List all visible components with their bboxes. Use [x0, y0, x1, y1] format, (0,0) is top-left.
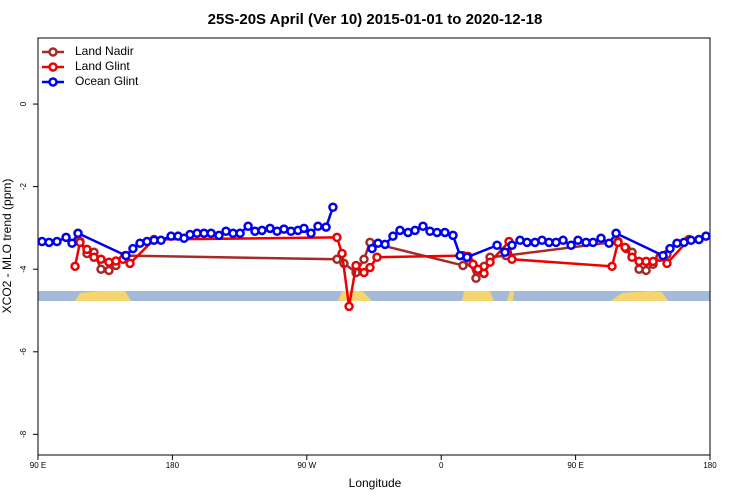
data-point [306, 228, 316, 239]
data-point [313, 221, 323, 232]
plot-frame [37, 37, 711, 456]
data-point [61, 232, 71, 243]
data-point [613, 237, 623, 248]
data-point [359, 254, 369, 265]
data-point [665, 243, 675, 254]
data-point [686, 235, 696, 246]
data-point [648, 256, 658, 267]
data-point [125, 258, 135, 269]
data-point [337, 248, 347, 259]
data-point [604, 238, 614, 248]
legend-label: Land Glint [75, 59, 130, 73]
data-point [67, 238, 77, 248]
data-point [299, 223, 309, 234]
y-tick-label: -4 [19, 265, 28, 273]
data-point [206, 228, 216, 239]
data-point [410, 225, 420, 236]
data-point [243, 221, 253, 232]
data-point [365, 262, 375, 273]
data-point [658, 250, 668, 261]
x-tick-label: 90 E [567, 461, 583, 470]
data-point [573, 235, 583, 246]
data-point [558, 235, 568, 246]
x-axis-label: Longitude [349, 476, 402, 490]
data-point [128, 243, 138, 254]
data-point [473, 264, 483, 274]
data-point [500, 247, 510, 258]
data-point [694, 234, 704, 245]
data-point [332, 254, 342, 265]
data-point [52, 236, 62, 247]
data-point [607, 261, 617, 272]
data-point [235, 228, 245, 239]
data-point [351, 260, 361, 271]
data-point [448, 230, 458, 241]
data-point [507, 240, 517, 251]
data-point [522, 237, 532, 248]
data-point [662, 258, 672, 269]
data-point [328, 202, 338, 213]
map-strip [38, 291, 710, 301]
x-tick-label: 180 [166, 461, 180, 470]
y-tick-label: 0 [19, 101, 28, 106]
data-point [627, 252, 637, 262]
legend-label: Ocean Glint [75, 74, 139, 88]
data-point [380, 239, 390, 250]
x-tick-label: 90 W [297, 461, 316, 470]
data-point [70, 261, 80, 272]
legend-marker [48, 62, 58, 72]
data-point [257, 225, 267, 236]
data-point [82, 244, 92, 255]
legend-marker [48, 47, 58, 57]
y-tick-label: -2 [19, 183, 28, 191]
data-point [418, 221, 428, 232]
data-point [440, 227, 450, 238]
data-point [75, 237, 85, 248]
data-point [485, 257, 495, 267]
x-tick-label: 180 [703, 461, 717, 470]
data-point [620, 242, 630, 253]
y-tick-label: -8 [19, 430, 28, 438]
data-point [458, 260, 468, 271]
data-point [611, 228, 621, 239]
data-point [359, 267, 369, 278]
data-point [372, 252, 382, 262]
data-point [214, 230, 224, 241]
data-point [332, 232, 342, 243]
data-point [432, 227, 442, 238]
data-point [73, 228, 83, 239]
legend-label: Land Nadir [75, 44, 134, 58]
data-point [344, 301, 354, 312]
data-point [388, 231, 398, 241]
data-point [479, 268, 489, 279]
data-point [701, 231, 711, 241]
data-point [641, 265, 651, 276]
y-tick-label: -6 [19, 348, 28, 356]
data-point [596, 233, 606, 243]
data-point [395, 225, 405, 236]
x-tick-label: 90 E [30, 461, 46, 470]
legend-marker [48, 77, 58, 87]
data-point [44, 237, 54, 248]
chart-title: 25S-20S April (Ver 10) 2015-01-01 to 202… [208, 11, 543, 28]
data-point [507, 254, 517, 265]
data-point [471, 273, 481, 284]
data-point [462, 252, 472, 262]
y-axis-label: XCO2 - MLO trend (ppm) [0, 179, 14, 314]
data-point [96, 254, 106, 265]
data-point [321, 222, 331, 232]
data-point [367, 243, 377, 254]
data-point [566, 240, 576, 251]
data-point [588, 237, 598, 248]
data-point [104, 265, 114, 276]
data-point [96, 264, 106, 274]
x-tick-label: 0 [439, 461, 444, 470]
data-point [121, 250, 131, 261]
data-point [492, 240, 502, 251]
data-point [156, 235, 166, 246]
